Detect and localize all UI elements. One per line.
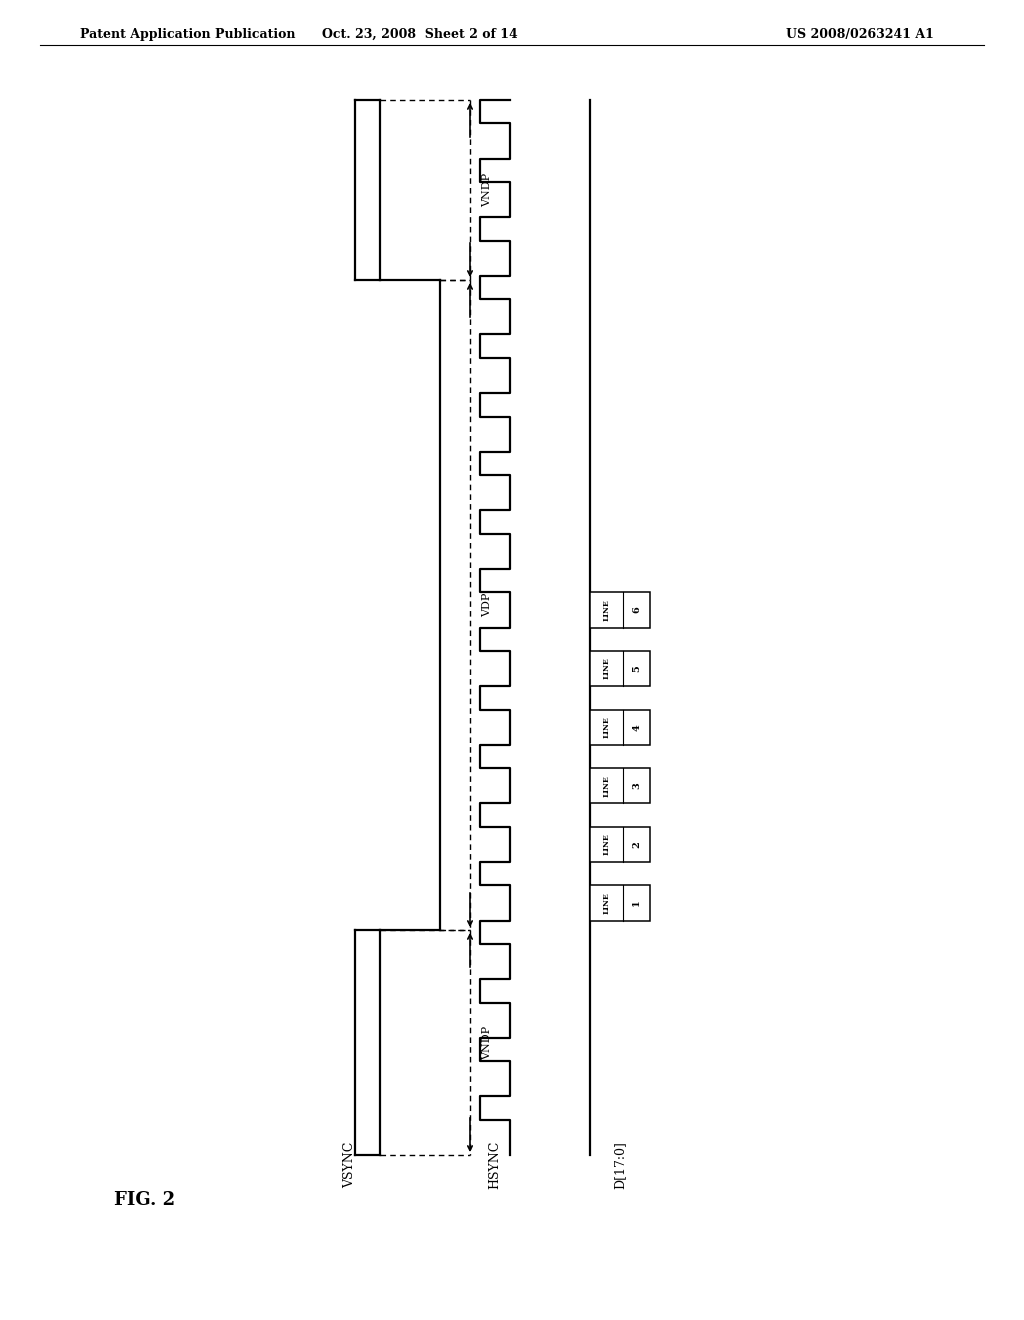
Bar xyxy=(590,768,650,804)
Text: 5: 5 xyxy=(632,665,641,672)
Text: 1: 1 xyxy=(632,900,641,907)
Text: LINE: LINE xyxy=(603,775,610,797)
Text: 3: 3 xyxy=(632,783,641,789)
Text: LINE: LINE xyxy=(603,657,610,680)
Bar xyxy=(590,710,650,744)
Text: VNDP: VNDP xyxy=(482,173,492,207)
Text: VNDP: VNDP xyxy=(482,1026,492,1060)
Bar xyxy=(590,886,650,920)
Text: HSYNC: HSYNC xyxy=(488,1140,502,1189)
Text: Oct. 23, 2008  Sheet 2 of 14: Oct. 23, 2008 Sheet 2 of 14 xyxy=(323,28,518,41)
Text: VSYNC: VSYNC xyxy=(343,1142,356,1188)
Text: 6: 6 xyxy=(632,607,641,614)
Text: VDP: VDP xyxy=(482,593,492,618)
Text: 2: 2 xyxy=(632,841,641,847)
Bar xyxy=(590,651,650,686)
Text: FIG. 2: FIG. 2 xyxy=(115,1191,175,1209)
Bar xyxy=(590,593,650,627)
Text: Patent Application Publication: Patent Application Publication xyxy=(80,28,296,41)
Text: LINE: LINE xyxy=(603,892,610,913)
Text: US 2008/0263241 A1: US 2008/0263241 A1 xyxy=(786,28,934,41)
Text: LINE: LINE xyxy=(603,833,610,855)
Text: D[17:0]: D[17:0] xyxy=(613,1140,627,1189)
Bar xyxy=(590,826,650,862)
Text: LINE: LINE xyxy=(603,717,610,738)
Text: 4: 4 xyxy=(632,723,641,730)
Text: LINE: LINE xyxy=(603,599,610,620)
